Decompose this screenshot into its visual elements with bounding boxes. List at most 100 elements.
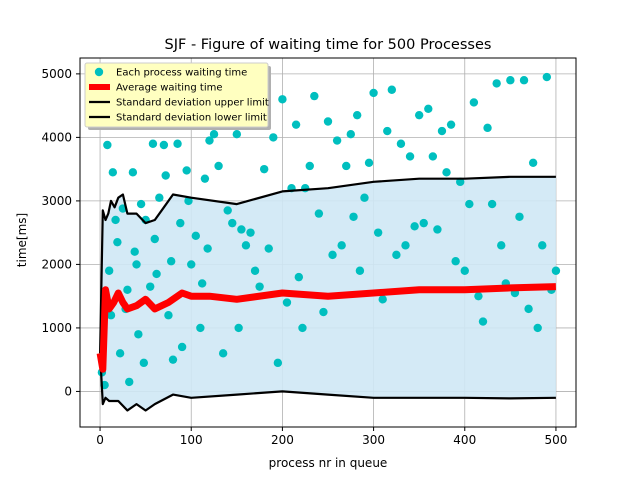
scatter-point xyxy=(465,199,474,209)
scatter-point xyxy=(184,196,193,206)
scatter-point xyxy=(139,358,149,368)
scatter-point xyxy=(106,311,116,320)
scatter-point xyxy=(538,241,547,250)
y-tick-label: 1000 xyxy=(41,321,72,335)
scatter-point xyxy=(469,98,479,107)
scatter-point xyxy=(200,174,210,183)
scatter-point xyxy=(405,152,415,161)
plot-clip-group xyxy=(80,58,576,427)
scatter-point xyxy=(528,158,538,167)
scatter-point xyxy=(360,193,369,202)
x-tick-label: 400 xyxy=(453,433,476,447)
scatter-point xyxy=(328,250,337,260)
scatter-point xyxy=(387,85,397,94)
scatter-point xyxy=(255,282,264,291)
scatter-point xyxy=(103,140,112,150)
scatter-point xyxy=(278,95,287,104)
x-tick-label: 0 xyxy=(96,433,104,447)
scatter-point xyxy=(197,279,207,288)
scatter-point xyxy=(132,260,141,269)
scatter-point xyxy=(332,136,342,145)
y-tick-label: 0 xyxy=(64,384,72,398)
scatter-point xyxy=(410,222,419,231)
scatter-point xyxy=(319,307,328,317)
x-tick-label: 500 xyxy=(544,433,567,447)
scatter-point xyxy=(542,72,552,82)
scatter-point xyxy=(478,317,488,326)
scatter-point xyxy=(442,168,451,177)
scatter-point xyxy=(487,199,497,209)
scatter-point xyxy=(515,212,524,221)
scatter-point xyxy=(323,117,333,126)
chart-title: SJF - Figure of waiting time for 500 Pro… xyxy=(165,37,492,53)
scatter-point xyxy=(451,257,460,266)
scatter-point xyxy=(166,257,176,266)
scatter-point xyxy=(136,199,146,209)
scatter-point xyxy=(282,298,292,307)
scatter-point xyxy=(474,291,483,301)
scatter-point xyxy=(246,228,255,237)
legend-label: Standard deviation upper limit xyxy=(116,98,269,109)
scatter-point xyxy=(196,323,205,333)
scatter-point xyxy=(264,244,273,253)
scatter-point xyxy=(424,104,433,114)
scatter-point xyxy=(177,342,187,352)
scatter-point xyxy=(130,247,139,256)
legend-box xyxy=(84,62,269,128)
scatter-point xyxy=(497,241,506,250)
scatter-point xyxy=(460,266,469,275)
scatter-point xyxy=(191,231,200,241)
scatter-point xyxy=(349,212,358,221)
scatter-point xyxy=(173,139,182,148)
std-lower-line xyxy=(99,353,556,412)
scatter-point xyxy=(234,323,243,333)
y-tick-label: 5000 xyxy=(41,67,72,81)
scatter-point xyxy=(237,225,246,234)
scatter-point xyxy=(159,140,169,150)
scatter-point xyxy=(134,330,143,339)
scatter-point xyxy=(483,123,492,133)
scatter-point xyxy=(373,228,383,237)
scatter-point xyxy=(506,76,515,85)
scatter-point xyxy=(401,241,410,250)
scatter-point xyxy=(342,161,351,171)
scatter-point xyxy=(378,295,387,304)
scatter-point xyxy=(128,168,138,177)
scatter-point xyxy=(298,323,307,333)
scatter-point xyxy=(111,215,120,225)
scatter-point xyxy=(392,250,401,260)
scatter-point xyxy=(269,133,278,142)
y-axis-label: time[ms] xyxy=(15,213,29,267)
scatter-point xyxy=(176,218,185,228)
scatter-point xyxy=(428,152,438,161)
x-axis-label: process nr in queue xyxy=(269,456,388,470)
scatter-point xyxy=(187,260,196,269)
scatter-point xyxy=(223,206,232,215)
scatter-point xyxy=(152,269,161,279)
scatter-point xyxy=(352,110,362,120)
scatter-point xyxy=(115,349,125,358)
scatter-point xyxy=(250,266,260,275)
scatter-point xyxy=(182,166,191,175)
scatter-point xyxy=(369,88,378,98)
x-tick-label: 300 xyxy=(362,433,385,447)
legend-label: Standard deviation lower limit xyxy=(116,113,267,124)
scatter-point xyxy=(123,285,132,295)
scatter-point xyxy=(218,349,228,358)
average-line xyxy=(96,283,556,373)
y-tick-label: 3000 xyxy=(41,194,72,208)
scatter-point xyxy=(155,193,164,202)
scatter-point xyxy=(310,91,319,101)
legend-label: Each process waiting time xyxy=(116,68,247,79)
scatter-point xyxy=(383,126,392,136)
scatter-point xyxy=(164,311,173,320)
scatter-point xyxy=(337,241,346,250)
std-upper-line xyxy=(99,175,556,354)
scatter-point xyxy=(205,136,214,145)
scatter-point xyxy=(108,168,118,177)
scatter-point xyxy=(168,355,178,364)
scatter-point xyxy=(241,241,251,250)
scatter-point xyxy=(148,139,158,148)
